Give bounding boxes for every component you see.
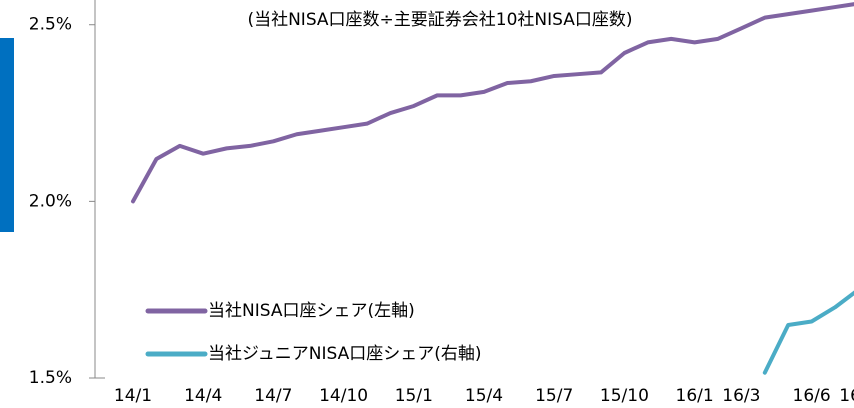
x-tick-label: 15/10	[600, 386, 649, 406]
legend-label: 当社ジュニアNISA口座シェア(右軸)	[208, 344, 482, 364]
annotation: (当社NISA口座数÷主要証券会社10社NISA口座数)	[247, 10, 632, 30]
x-tick-label: 16/1	[676, 386, 714, 406]
x-tick-label: 16/8	[839, 386, 854, 406]
x-tick-label: 14/7	[254, 386, 292, 406]
x-tick-label: 14/1	[114, 386, 152, 406]
x-tick-label: 16/3	[722, 386, 760, 406]
x-tick-label: 15/1	[395, 386, 433, 406]
y-tick-label: 2.5%	[29, 15, 72, 35]
y-tick-label: 1.5%	[29, 368, 72, 388]
y-tick-label: 2.0%	[29, 191, 72, 211]
x-tick-label: 14/10	[319, 386, 368, 406]
series-line	[131, 2, 854, 204]
x-tick-label: 15/4	[465, 386, 503, 406]
legend-label: 当社NISA口座シェア(左軸)	[208, 301, 415, 321]
series-line	[762, 290, 854, 375]
side-bar	[0, 38, 14, 232]
x-tick-label: 15/7	[535, 386, 573, 406]
x-tick-label: 14/4	[184, 386, 222, 406]
x-tick-label: 16/6	[793, 386, 831, 406]
